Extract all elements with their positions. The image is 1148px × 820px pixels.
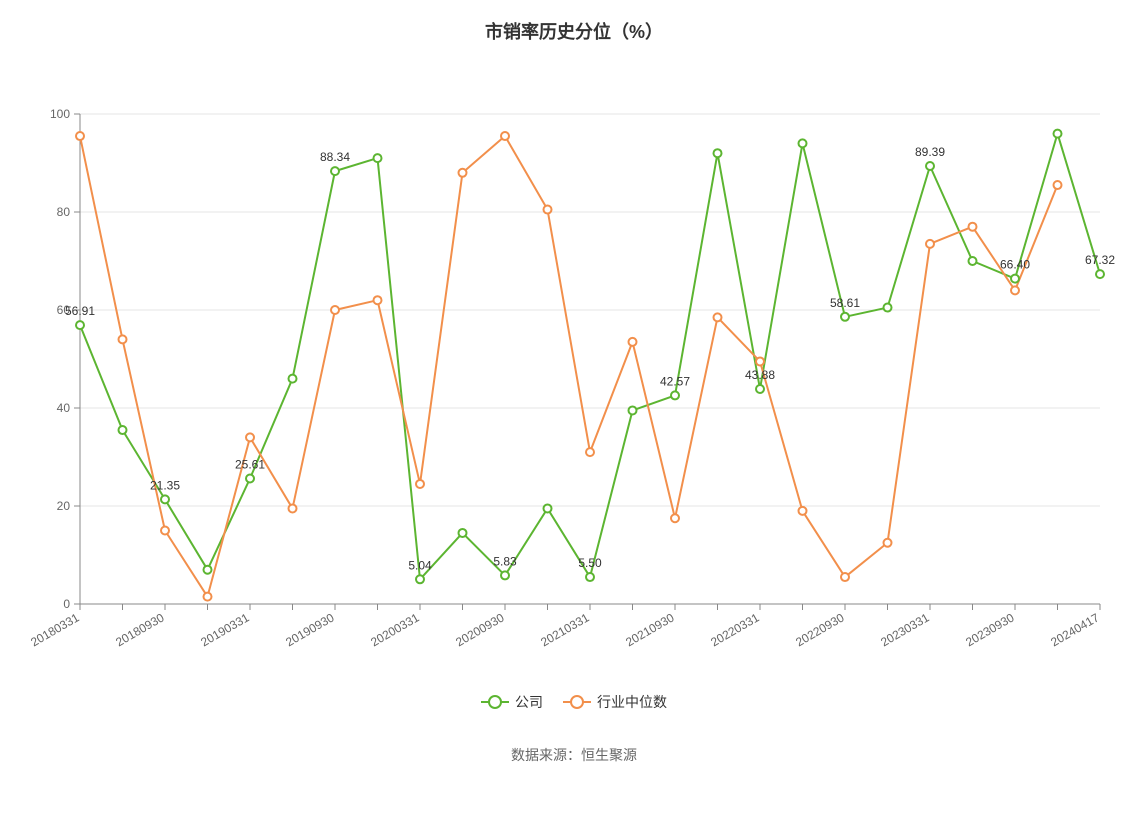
svg-text:58.61: 58.61 [830,296,860,310]
svg-text:42.57: 42.57 [660,374,690,388]
svg-text:20240417: 20240417 [1048,610,1102,649]
svg-text:20200930: 20200930 [453,610,507,649]
svg-text:20230331: 20230331 [878,610,932,649]
svg-text:20220331: 20220331 [708,610,762,649]
svg-text:20230930: 20230930 [963,610,1017,649]
svg-text:88.34: 88.34 [320,150,350,164]
svg-text:43.88: 43.88 [745,368,775,382]
legend-item[interactable]: 公司 [481,692,543,712]
svg-text:20220930: 20220930 [793,610,847,649]
svg-text:20180930: 20180930 [113,610,167,649]
legend-label: 行业中位数 [597,692,667,712]
legend-item[interactable]: 行业中位数 [563,692,667,712]
chart-title: 市销率历史分位（%） [0,0,1148,44]
svg-text:5.04: 5.04 [408,558,432,572]
chart-source-label: 数据来源：恒生聚源 [0,745,1148,765]
chart-legend: 公司 行业中位数 [0,690,1148,712]
legend-label: 公司 [515,692,543,712]
svg-text:0: 0 [63,597,70,611]
svg-text:40: 40 [57,401,71,415]
svg-text:20180331: 20180331 [28,610,82,649]
svg-text:67.32: 67.32 [1085,253,1115,267]
svg-text:100: 100 [50,107,70,121]
svg-text:25.61: 25.61 [235,458,265,472]
svg-text:20190331: 20190331 [198,610,252,649]
svg-text:66.40: 66.40 [1000,258,1030,272]
svg-text:20210930: 20210930 [623,610,677,649]
svg-text:20210331: 20210331 [538,610,592,649]
chart-container: 市销率历史分位（%） 02040608010020180331201809302… [0,0,1148,776]
svg-text:56.91: 56.91 [65,304,95,318]
svg-text:21.35: 21.35 [150,478,180,492]
svg-text:20200331: 20200331 [368,610,422,649]
svg-text:5.50: 5.50 [578,556,602,570]
svg-text:89.39: 89.39 [915,145,945,159]
svg-text:20: 20 [57,499,71,513]
svg-text:20190930: 20190930 [283,610,337,649]
svg-text:5.83: 5.83 [493,554,517,568]
svg-text:80: 80 [57,205,71,219]
